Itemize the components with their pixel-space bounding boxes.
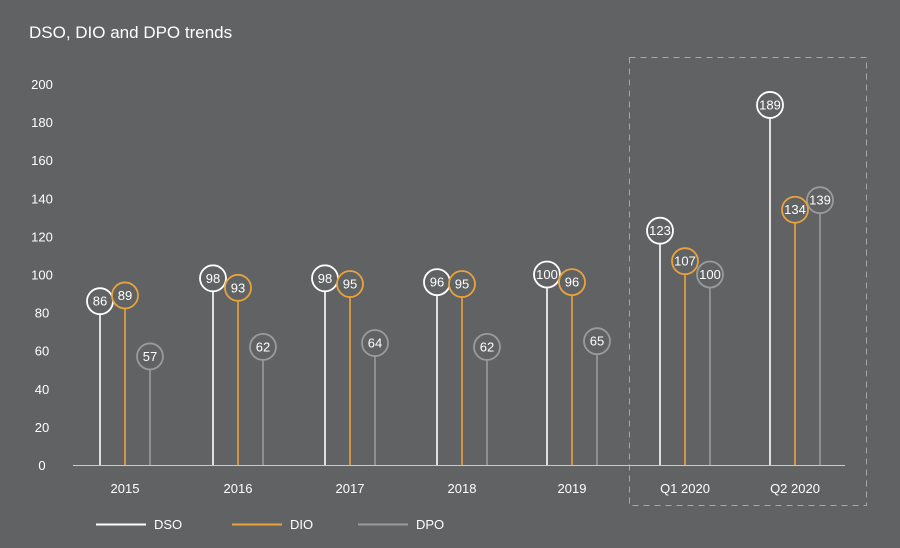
dso-point — [646, 216, 674, 245]
dpo-point — [806, 186, 834, 215]
dio-value-label: 93 — [231, 280, 245, 295]
y-tick-label: 0 — [38, 458, 45, 473]
dso-point — [199, 264, 227, 293]
dpo-value-label: 62 — [256, 339, 270, 354]
dso-value-label: 96 — [430, 275, 444, 290]
legend: DSO DIO DPO — [96, 517, 444, 532]
dso-value-label: 189 — [759, 97, 781, 112]
x-tick-label: 2017 — [336, 481, 365, 496]
y-tick-label: 140 — [31, 191, 53, 206]
dio-value-label: 95 — [455, 277, 469, 292]
dpo-point — [249, 332, 277, 361]
dso-value-label: 100 — [536, 267, 558, 282]
dio-value-label: 89 — [118, 288, 132, 303]
dio-point — [448, 270, 476, 298]
x-tick-label: 2015 — [111, 481, 140, 496]
y-tick-label: 80 — [35, 306, 49, 321]
dpo-value-label: 57 — [143, 349, 157, 364]
dso-value-label: 98 — [206, 271, 220, 286]
dio-point — [111, 281, 139, 310]
dpo-value-label: 100 — [699, 267, 721, 282]
dio-value-label: 96 — [565, 275, 579, 290]
y-tick-label: 160 — [31, 153, 53, 168]
y-axis: 0 20 40 60 80 100 120 140 160 180 200 — [31, 77, 53, 473]
dso-point — [756, 91, 784, 119]
chart-title: DSO, DIO and DPO trends — [29, 23, 232, 42]
y-tick-label: 180 — [31, 115, 53, 130]
highlight-box — [629, 57, 867, 506]
x-tick-label: Q2 2020 — [770, 481, 820, 496]
series-dpo: 57 62 64 62 65 100 139 — [136, 186, 834, 465]
dio-point — [558, 268, 586, 297]
dio-value-label: 134 — [784, 202, 806, 217]
dpo-value-label: 64 — [368, 336, 382, 351]
dpo-value-label: 65 — [590, 334, 604, 349]
dio-point — [781, 195, 809, 224]
dpo-point — [136, 342, 164, 371]
legend-item-dso: DSO — [96, 517, 182, 532]
y-tick-label: 60 — [35, 344, 49, 359]
dso-value-label: 86 — [93, 294, 107, 309]
dpo-point — [473, 332, 501, 361]
legend-label: DPO — [416, 517, 444, 532]
dio-value-label: 107 — [674, 254, 696, 269]
x-axis: 2015 2016 2017 2018 2019 Q1 2020 Q2 2020 — [111, 481, 820, 496]
legend-label: DSO — [154, 517, 182, 532]
dso-point — [533, 260, 561, 289]
dpo-point — [361, 329, 389, 357]
dpo-point — [696, 260, 724, 289]
dpo-value-label: 139 — [809, 193, 831, 208]
dio-point — [671, 247, 699, 276]
legend-item-dio: DIO — [232, 517, 313, 532]
y-tick-label: 120 — [31, 229, 53, 244]
y-tick-label: 200 — [31, 77, 53, 92]
series-dio: 89 93 95 95 96 107 134 — [111, 195, 809, 465]
plot-marks: 57 62 64 62 65 100 139 86 98 98 96 100 123 189 89 93 95 9… — [86, 91, 834, 465]
x-tick-label: 2016 — [224, 481, 253, 496]
series-dso: 86 98 98 96 100 123 189 — [86, 91, 784, 465]
legend-item-dpo: DPO — [358, 517, 444, 532]
dso-value-label: 98 — [318, 271, 332, 286]
legend-label: DIO — [290, 517, 313, 532]
x-tick-label: Q1 2020 — [660, 481, 710, 496]
dio-point — [224, 273, 252, 302]
y-tick-label: 40 — [35, 382, 49, 397]
x-tick-label: 2019 — [558, 481, 587, 496]
x-tick-label: 2018 — [448, 481, 477, 496]
dio-value-label: 95 — [343, 277, 357, 292]
dpo-point — [583, 327, 611, 356]
dpo-value-label: 62 — [480, 339, 494, 354]
dso-value-label: 123 — [649, 223, 671, 238]
y-tick-label: 100 — [31, 268, 53, 283]
highlight-layer — [629, 57, 867, 506]
dio-point — [336, 270, 364, 298]
y-tick-label: 20 — [35, 420, 49, 435]
